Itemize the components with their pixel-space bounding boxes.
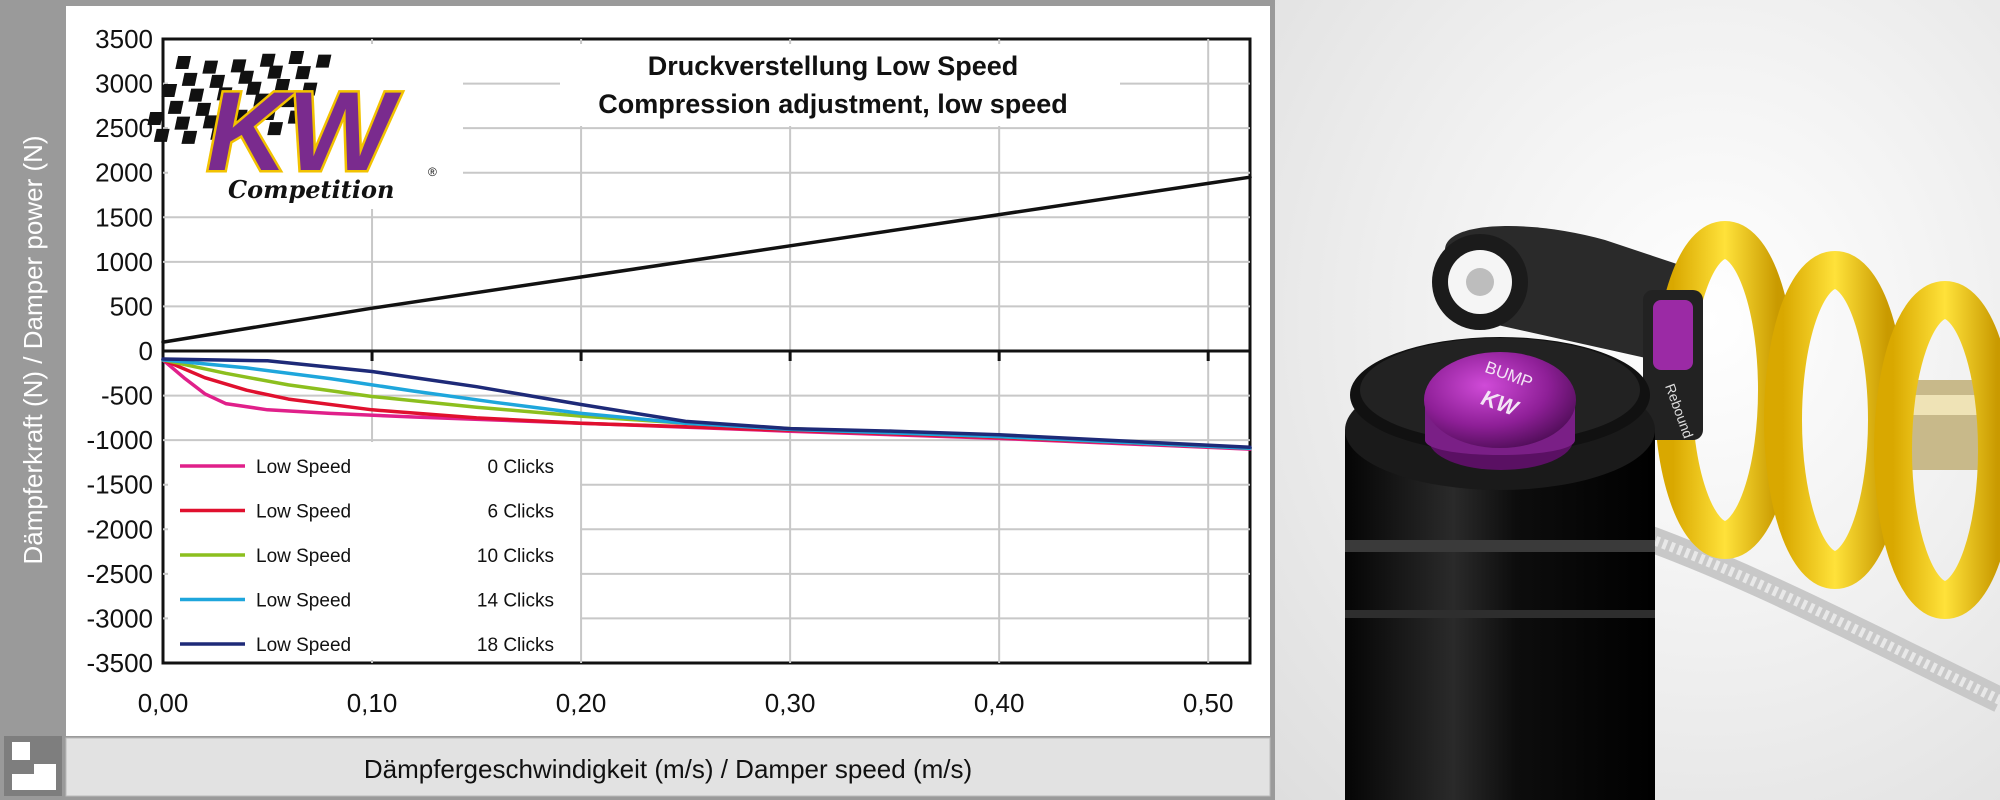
flag-square (253, 93, 270, 107)
x-ticks: 0,00 0,10 0,20 0,30 0,40 0,50 (138, 688, 1234, 718)
flag-square (161, 84, 178, 97)
flag-square (216, 87, 233, 101)
flag-square (175, 56, 192, 69)
checkered-flag-icon (147, 51, 332, 144)
legend-clicks: 14 Clicks (477, 591, 554, 612)
logo-backdrop (168, 44, 463, 209)
legend-label: Low Speed (256, 591, 351, 612)
flag-square (209, 74, 226, 88)
flag-square (230, 59, 247, 73)
x-tick-label: 0,40 (974, 688, 1025, 718)
y-tick-label: -2000 (87, 514, 154, 544)
flag-square (260, 107, 277, 121)
flag-square (267, 65, 284, 79)
y-tick-label: 1500 (95, 202, 153, 232)
flag-square (153, 128, 170, 142)
y-tick-label: 0 (139, 336, 153, 366)
x-tick-label: 0,00 (138, 688, 189, 718)
y-tick-label: -1500 (87, 470, 154, 500)
kw-logo: KW ® Competition (147, 51, 437, 204)
flag-square (202, 60, 219, 74)
legend-clicks: 10 Clicks (477, 546, 554, 567)
series-line-4 (161, 358, 1252, 450)
legend-label: Low Speed (256, 546, 351, 567)
legend-label: Low Speed (256, 635, 351, 656)
y-tick-label: 3500 (95, 24, 153, 54)
zero-line (161, 349, 1250, 361)
legend-label: Low Speed (256, 457, 351, 478)
chart-title: Druckverstellung Low Speed (648, 51, 1019, 81)
shock-top-mount (1432, 226, 1695, 360)
flag-square (202, 115, 219, 129)
logo-tagline: Competition (228, 175, 394, 204)
corner-icon (4, 736, 62, 796)
x-tick-label: 0,50 (1183, 688, 1234, 718)
series (161, 175, 1252, 451)
bump-knob: BUMP KW (1424, 352, 1576, 470)
flag-square (295, 66, 311, 80)
legend-clicks: 0 Clicks (487, 457, 554, 478)
flag-square (238, 70, 254, 84)
flag-square (210, 126, 227, 140)
flag-square (315, 54, 332, 68)
flag-square (188, 88, 205, 102)
flag-square (288, 51, 305, 65)
flag-square (195, 102, 212, 116)
flag-square (167, 100, 184, 114)
y-tick-label: 500 (110, 291, 153, 321)
legend: Low Speed 0 Clicks Low Speed 6 Clicks Low Sp… (180, 457, 554, 656)
series-line-0 (161, 175, 1252, 344)
flag-square (231, 109, 248, 123)
flag-square (181, 130, 198, 144)
y-tick-label: 3000 (95, 69, 153, 99)
svg-text:®: ® (428, 165, 437, 179)
chart-panel: Dämpferkraft (N) / Damper power (N) Dämp… (0, 0, 1275, 800)
flag-square (147, 112, 164, 125)
x-tick-label: 0,30 (765, 688, 816, 718)
legend-clicks: 18 Clicks (477, 635, 554, 656)
legend-box (168, 442, 580, 660)
y-tick-label: -3000 (87, 603, 154, 633)
xlabel-bar (65, 737, 1271, 797)
flag-square (181, 72, 198, 86)
y-ticks: 3500 3000 2500 2000 1500 1000 500 0 -500 -1000 -15… (87, 24, 154, 678)
x-axis-title: Dämpfergeschwindigkeit (m/s) / Damper sp… (364, 754, 972, 784)
logo-text: KW (207, 69, 402, 194)
flag-square (174, 116, 191, 130)
flag-square (287, 110, 304, 124)
flag-square (274, 79, 291, 93)
flag-square (224, 98, 241, 112)
x-tick-label: 0,20 (556, 688, 607, 718)
y-axis-title: Dämpferkraft (N) / Damper power (N) (18, 135, 48, 564)
y-tick-label: -3500 (87, 648, 154, 678)
chart-subtitle: Compression adjustment, low speed (598, 89, 1068, 119)
y-tick-label: -1000 (87, 425, 154, 455)
y-tick-label: 2000 (95, 158, 153, 188)
series-line-5 (161, 357, 1252, 450)
x-tick-label: 0,10 (347, 688, 398, 718)
y-tick-label: -500 (101, 381, 153, 411)
chart: Dämpferkraft (N) / Damper power (N) Dämp… (4, 6, 1271, 797)
y-tick-label: -2500 (87, 559, 154, 589)
product-photo: Rebound BUMP KW (1275, 0, 2000, 800)
flag-square (245, 81, 262, 95)
y-tick-label: 2500 (95, 113, 153, 143)
flag-square (267, 122, 284, 136)
rebound-adjuster: Rebound (1643, 290, 1703, 440)
flag-square (259, 53, 276, 67)
flag-square (281, 94, 297, 108)
y-tick-label: 1000 (95, 247, 153, 277)
flag-square (239, 121, 256, 135)
legend-clicks: 6 Clicks (487, 502, 554, 523)
title-backdrop (560, 44, 1120, 126)
legend-label: Low Speed (256, 502, 351, 523)
flag-square (301, 82, 318, 96)
